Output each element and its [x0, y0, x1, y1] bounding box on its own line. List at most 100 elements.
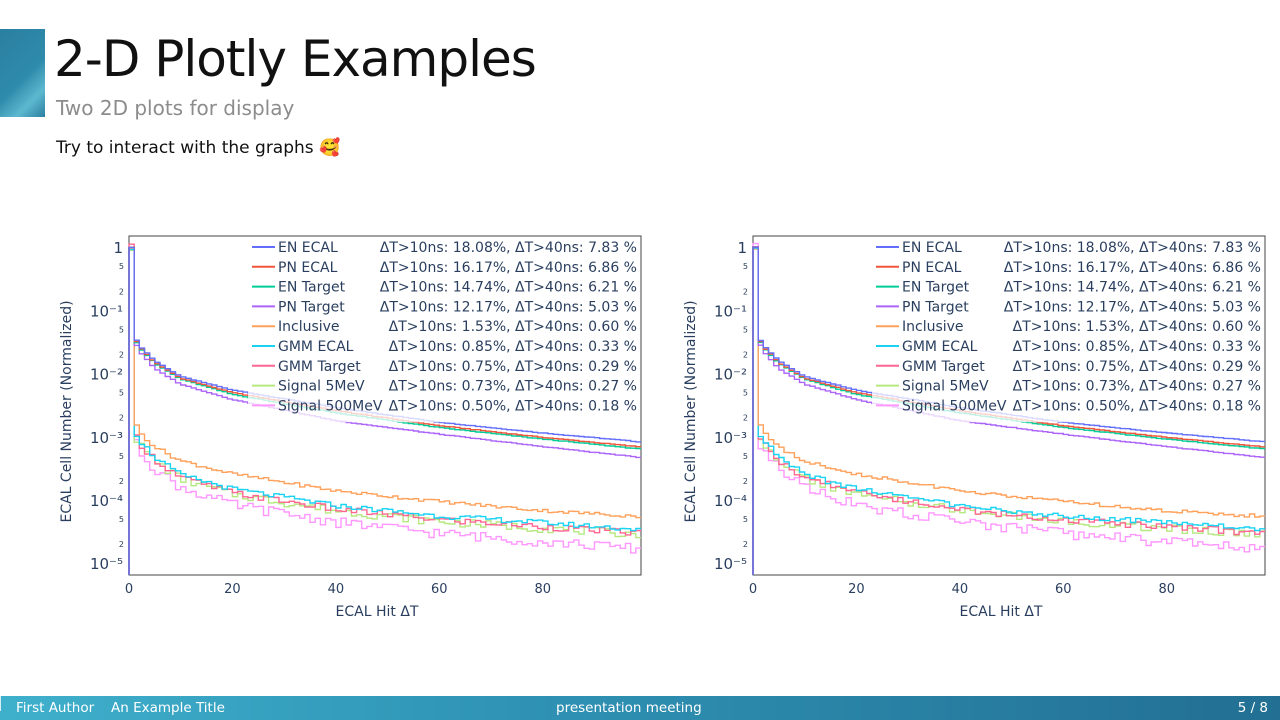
title-accent-bar: [0, 29, 45, 117]
y-minor-tick-label: 5: [743, 515, 748, 524]
legend-label: PN Target: [902, 299, 969, 315]
x-tick-label: 80: [1158, 582, 1175, 597]
x-tick-label: 0: [125, 582, 133, 597]
legend-stats: ΔT>10ns: 12.17%, ΔT>40ns: 5.03 %: [1004, 299, 1261, 315]
series-line-signal-500mev: [128, 248, 641, 575]
legend-stats: ΔT>10ns: 0.73%, ΔT>40ns: 0.27 %: [389, 379, 637, 395]
legend-label: PN ECAL: [278, 260, 338, 276]
y-axis-label: ECAL Cell Number (Normalized): [683, 300, 699, 522]
legend-stats: ΔT>10ns: 0.75%, ΔT>40ns: 0.29 %: [1013, 359, 1261, 375]
legend-stats: ΔT>10ns: 16.17%, ΔT>40ns: 6.86 %: [1004, 260, 1261, 276]
legend-stats: ΔT>10ns: 0.73%, ΔT>40ns: 0.27 %: [1013, 379, 1261, 395]
legend-background: [872, 240, 1259, 423]
y-minor-tick-label: 5: [743, 452, 748, 461]
legend-label: GMM ECAL: [902, 339, 978, 355]
legend-label: PN ECAL: [902, 260, 962, 276]
legend-stats: ΔT>10ns: 1.53%, ΔT>40ns: 0.60 %: [1013, 319, 1261, 335]
legend-label: Inclusive: [902, 319, 964, 335]
y-minor-tick-label: 2: [743, 287, 748, 296]
y-tick-label: 1: [737, 239, 747, 257]
y-minor-tick-label: 5: [743, 325, 748, 334]
footer-page-number: 5 / 8: [1237, 700, 1268, 716]
x-tick-label: 60: [431, 582, 448, 597]
y-tick-label: 1: [113, 239, 123, 257]
legend-label: Signal 5MeV: [902, 379, 989, 395]
legend-stats: ΔT>10ns: 12.17%, ΔT>40ns: 5.03 %: [380, 299, 637, 315]
y-minor-tick-label: 5: [119, 452, 124, 461]
x-tick-label: 20: [224, 582, 241, 597]
y-tick-label: 10⁻⁴: [90, 492, 123, 510]
plot-right[interactable]: 1 2 5 10⁻¹ 2 5 10⁻² 2 5 10⁻³ 2 5 10⁻⁴ 2 5 10⁻⁵ 0 20 40 60 80…: [676, 225, 1280, 625]
legend-label: EN ECAL: [902, 240, 962, 256]
y-minor-tick-label: 2: [743, 477, 748, 486]
series-line-signal-500mev: [752, 242, 1265, 575]
series-line-gmm-ecal: [128, 248, 641, 575]
legend-label: EN Target: [902, 280, 970, 296]
series-line-inclusive: [752, 246, 1265, 575]
legend-stats: ΔT>10ns: 0.85%, ΔT>40ns: 0.33 %: [389, 339, 637, 355]
legend-label: Signal 5MeV: [278, 379, 365, 395]
legend-label: Inclusive: [278, 319, 340, 335]
y-minor-tick-label: 5: [743, 262, 748, 271]
y-minor-tick-label: 2: [119, 540, 124, 549]
y-tick-label: 10⁻⁵: [90, 555, 123, 573]
y-minor-tick-label: 5: [119, 515, 124, 524]
series-line-gmm-ecal: [752, 247, 1265, 575]
x-axis-label: ECAL Hit ΔT: [336, 604, 419, 620]
legend-stats: ΔT>10ns: 14.74%, ΔT>40ns: 6.21 %: [1004, 280, 1261, 296]
y-minor-tick-label: 2: [119, 414, 124, 423]
legend-stats: ΔT>10ns: 0.75%, ΔT>40ns: 0.29 %: [389, 359, 637, 375]
series-line-inclusive: [128, 247, 641, 575]
y-tick-label: 10⁻³: [90, 429, 123, 447]
legend-label: Signal 500MeV: [902, 398, 1007, 414]
y-minor-tick-label: 2: [743, 351, 748, 360]
y-tick-label: 10⁻⁴: [714, 492, 747, 510]
legend-label: PN Target: [278, 299, 345, 315]
x-axis-label: ECAL Hit ΔT: [960, 604, 1043, 620]
slide-note: Try to interact with the graphs 🥰: [56, 138, 341, 158]
slide-subtitle: Two 2D plots for display: [56, 96, 295, 120]
legend-label: Signal 500MeV: [278, 398, 383, 414]
y-minor-tick-label: 2: [119, 351, 124, 360]
y-tick-label: 10⁻¹: [714, 302, 747, 320]
y-minor-tick-label: 5: [743, 389, 748, 398]
series-line-pn-target: [128, 246, 641, 575]
footer-bar: First Author An Example Title presentati…: [0, 696, 1280, 720]
legend-stats: ΔT>10ns: 0.50%, ΔT>40ns: 0.18 %: [389, 398, 637, 414]
footer-event: presentation meeting: [556, 700, 702, 716]
y-tick-label: 10⁻⁵: [714, 555, 747, 573]
footer-separator: [0, 696, 1, 711]
y-minor-tick-label: 2: [743, 414, 748, 423]
series-line-pn-target: [752, 246, 1265, 575]
y-axis-label: ECAL Cell Number (Normalized): [59, 300, 75, 522]
legend-stats: ΔT>10ns: 18.08%, ΔT>40ns: 7.83 %: [1004, 240, 1261, 256]
slide-title: 2-D Plotly Examples: [54, 30, 537, 88]
x-tick-label: 40: [952, 582, 969, 597]
y-tick-label: 10⁻²: [714, 366, 747, 384]
plot-left[interactable]: 1 2 5 10⁻¹ 2 5 10⁻² 2 5 10⁻³ 2 5 10⁻⁴ 2 5 10⁻⁵ 0 20 40 60 80…: [52, 225, 682, 625]
y-minor-tick-label: 5: [119, 325, 124, 334]
legend-label: GMM Target: [902, 359, 985, 375]
y-minor-tick-label: 2: [119, 287, 124, 296]
x-tick-label: 60: [1055, 582, 1072, 597]
y-tick-label: 10⁻²: [90, 366, 123, 384]
legend-stats: ΔT>10ns: 16.17%, ΔT>40ns: 6.86 %: [380, 260, 637, 276]
y-tick-label: 10⁻³: [714, 429, 747, 447]
chart-right-svg[interactable]: 1 2 5 10⁻¹ 2 5 10⁻² 2 5 10⁻³ 2 5 10⁻⁴ 2 5 10⁻⁵0 20 40 60 80…: [676, 225, 1280, 625]
y-minor-tick-label: 5: [119, 389, 124, 398]
y-minor-tick-label: 2: [743, 540, 748, 549]
y-minor-tick-label: 2: [119, 477, 124, 486]
legend-label: GMM Target: [278, 359, 361, 375]
legend-stats: ΔT>10ns: 0.50%, ΔT>40ns: 0.18 %: [1013, 398, 1261, 414]
legend-label: EN ECAL: [278, 240, 338, 256]
x-tick-label: 0: [749, 582, 757, 597]
legend-background: [248, 240, 635, 423]
chart-left-svg[interactable]: 1 2 5 10⁻¹ 2 5 10⁻² 2 5 10⁻³ 2 5 10⁻⁴ 2 5 10⁻⁵0 20 40 60 80…: [52, 225, 682, 625]
legend-stats: ΔT>10ns: 14.74%, ΔT>40ns: 6.21 %: [380, 280, 637, 296]
footer-short-title: An Example Title: [111, 700, 225, 716]
series-line-gmm-target: [128, 243, 641, 575]
x-tick-label: 80: [534, 582, 551, 597]
legend-stats: ΔT>10ns: 18.08%, ΔT>40ns: 7.83 %: [380, 240, 637, 256]
legend-stats: ΔT>10ns: 0.85%, ΔT>40ns: 0.33 %: [1013, 339, 1261, 355]
footer-author: First Author: [16, 700, 95, 716]
